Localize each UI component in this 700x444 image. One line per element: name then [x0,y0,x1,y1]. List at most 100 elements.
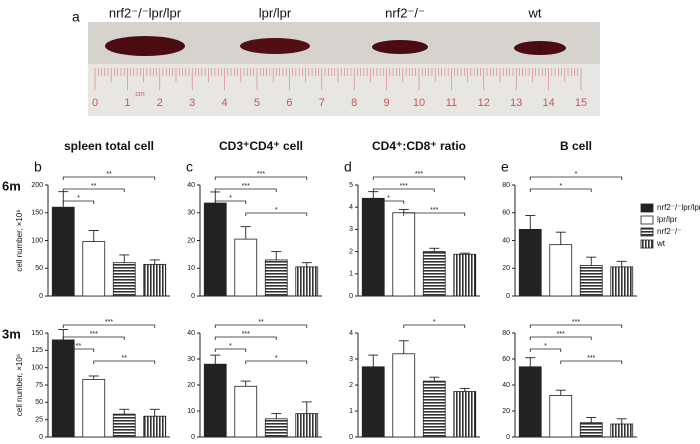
ruler-label: 13 [510,97,522,109]
group-label: nrf2⁻/⁻lpr/lpr [109,5,182,20]
bar [361,366,385,438]
y-tick-label: 20 [187,237,195,244]
bar [234,238,258,297]
y-tick-label: 3 [349,356,353,363]
y-tick-label: 2 [349,382,353,389]
significance-bracket [214,188,277,192]
bar [453,391,477,438]
bar [203,202,227,297]
significance-bracket [560,360,623,364]
chart-title: CD4⁺:CD8⁺ ratio [372,139,466,153]
y-tick-label: 20 [187,382,195,389]
significance-label: * [229,195,232,202]
y-axis-label: cell number, ×10⁶ [15,209,24,271]
y-tick-label: 0 [191,434,195,441]
ruler-label: 4 [222,97,228,109]
significance-bracket [529,336,592,340]
group-label: lpr/lpr [259,5,292,20]
chart-title: B cell [560,139,592,153]
group-label: nrf2⁻/⁻ [385,5,425,20]
y-tick-label: 0 [39,434,43,441]
chart-title: spleen total cell [64,139,154,153]
significance-label: * [275,355,278,362]
significance-label: * [275,207,278,214]
bar [82,379,106,438]
panel-letter: d [344,159,352,175]
bar [579,422,603,438]
y-tick-label: 75 [35,382,43,389]
y-tick-label: 25 [35,417,43,424]
significance-label: *** [400,183,408,190]
significance-bracket [62,188,125,192]
y-tick-label: 0 [349,293,353,300]
significance-bracket [372,176,466,180]
legend-swatch [640,215,654,225]
bar [51,206,75,297]
group-label: wt [528,5,542,20]
significance-bracket [62,336,125,340]
bar [549,244,573,297]
y-tick-label: 5 [349,182,353,189]
significance-bracket [529,176,623,180]
bar [392,353,416,438]
y-tick-label: 20 [502,265,510,272]
legend-swatch [640,227,654,237]
bar [264,418,288,438]
bar [579,265,603,297]
y-tick-label: 200 [31,182,43,189]
bar [295,266,319,297]
spleen [514,41,566,55]
legend-label: nrf2⁻/⁻lpr/lpr [657,203,700,212]
bar [392,212,416,297]
ruler-label: 11 [446,97,457,109]
significance-bracket [62,200,95,204]
spleen [105,36,185,56]
bar [112,413,136,438]
y-tick-label: 4 [349,204,353,211]
significance-label: *** [587,355,595,362]
ruler-label: 3 [189,97,195,109]
ruler-label: 14 [542,97,554,109]
y-tick-label: 150 [31,210,43,217]
significance-label: *** [242,183,250,190]
y-tick-label: 40 [187,182,195,189]
y-tick-label: 80 [502,182,510,189]
legend-swatch [640,203,654,213]
legend-label: lpr/lpr [657,215,677,224]
ruler-label: 15 [575,97,587,109]
y-tick-label: 10 [187,408,195,415]
y-tick-label: 0 [506,293,510,300]
y-tick-label: 30 [187,356,195,363]
bar [518,366,542,438]
significance-label: * [575,171,578,178]
ruler [88,64,600,116]
significance-label: ** [76,343,82,350]
y-tick-label: 150 [31,330,43,337]
y-tick-label: 40 [187,330,195,337]
bar [264,259,288,297]
significance-bracket [93,360,156,364]
y-tick-label: 0 [191,293,195,300]
y-tick-label: 4 [349,330,353,337]
y-tick-label: 100 [31,237,43,244]
significance-bracket [529,324,623,328]
significance-label: ** [122,355,128,362]
y-tick-label: 40 [502,382,510,389]
significance-bracket [245,360,308,364]
bar [51,339,75,438]
bar [422,380,446,438]
significance-label: * [387,195,390,202]
photo-panel [88,22,600,116]
significance-label: *** [557,331,565,338]
y-tick-label: 2 [349,248,353,255]
bar [549,394,573,438]
ruler-label: 8 [351,97,357,109]
significance-bracket [372,200,405,204]
ruler-label: 7 [319,97,325,109]
significance-label: * [229,343,232,350]
significance-bracket [62,176,156,180]
significance-label: *** [105,319,113,326]
significance-label: *** [572,319,580,326]
ruler-label: 0 [92,97,98,109]
